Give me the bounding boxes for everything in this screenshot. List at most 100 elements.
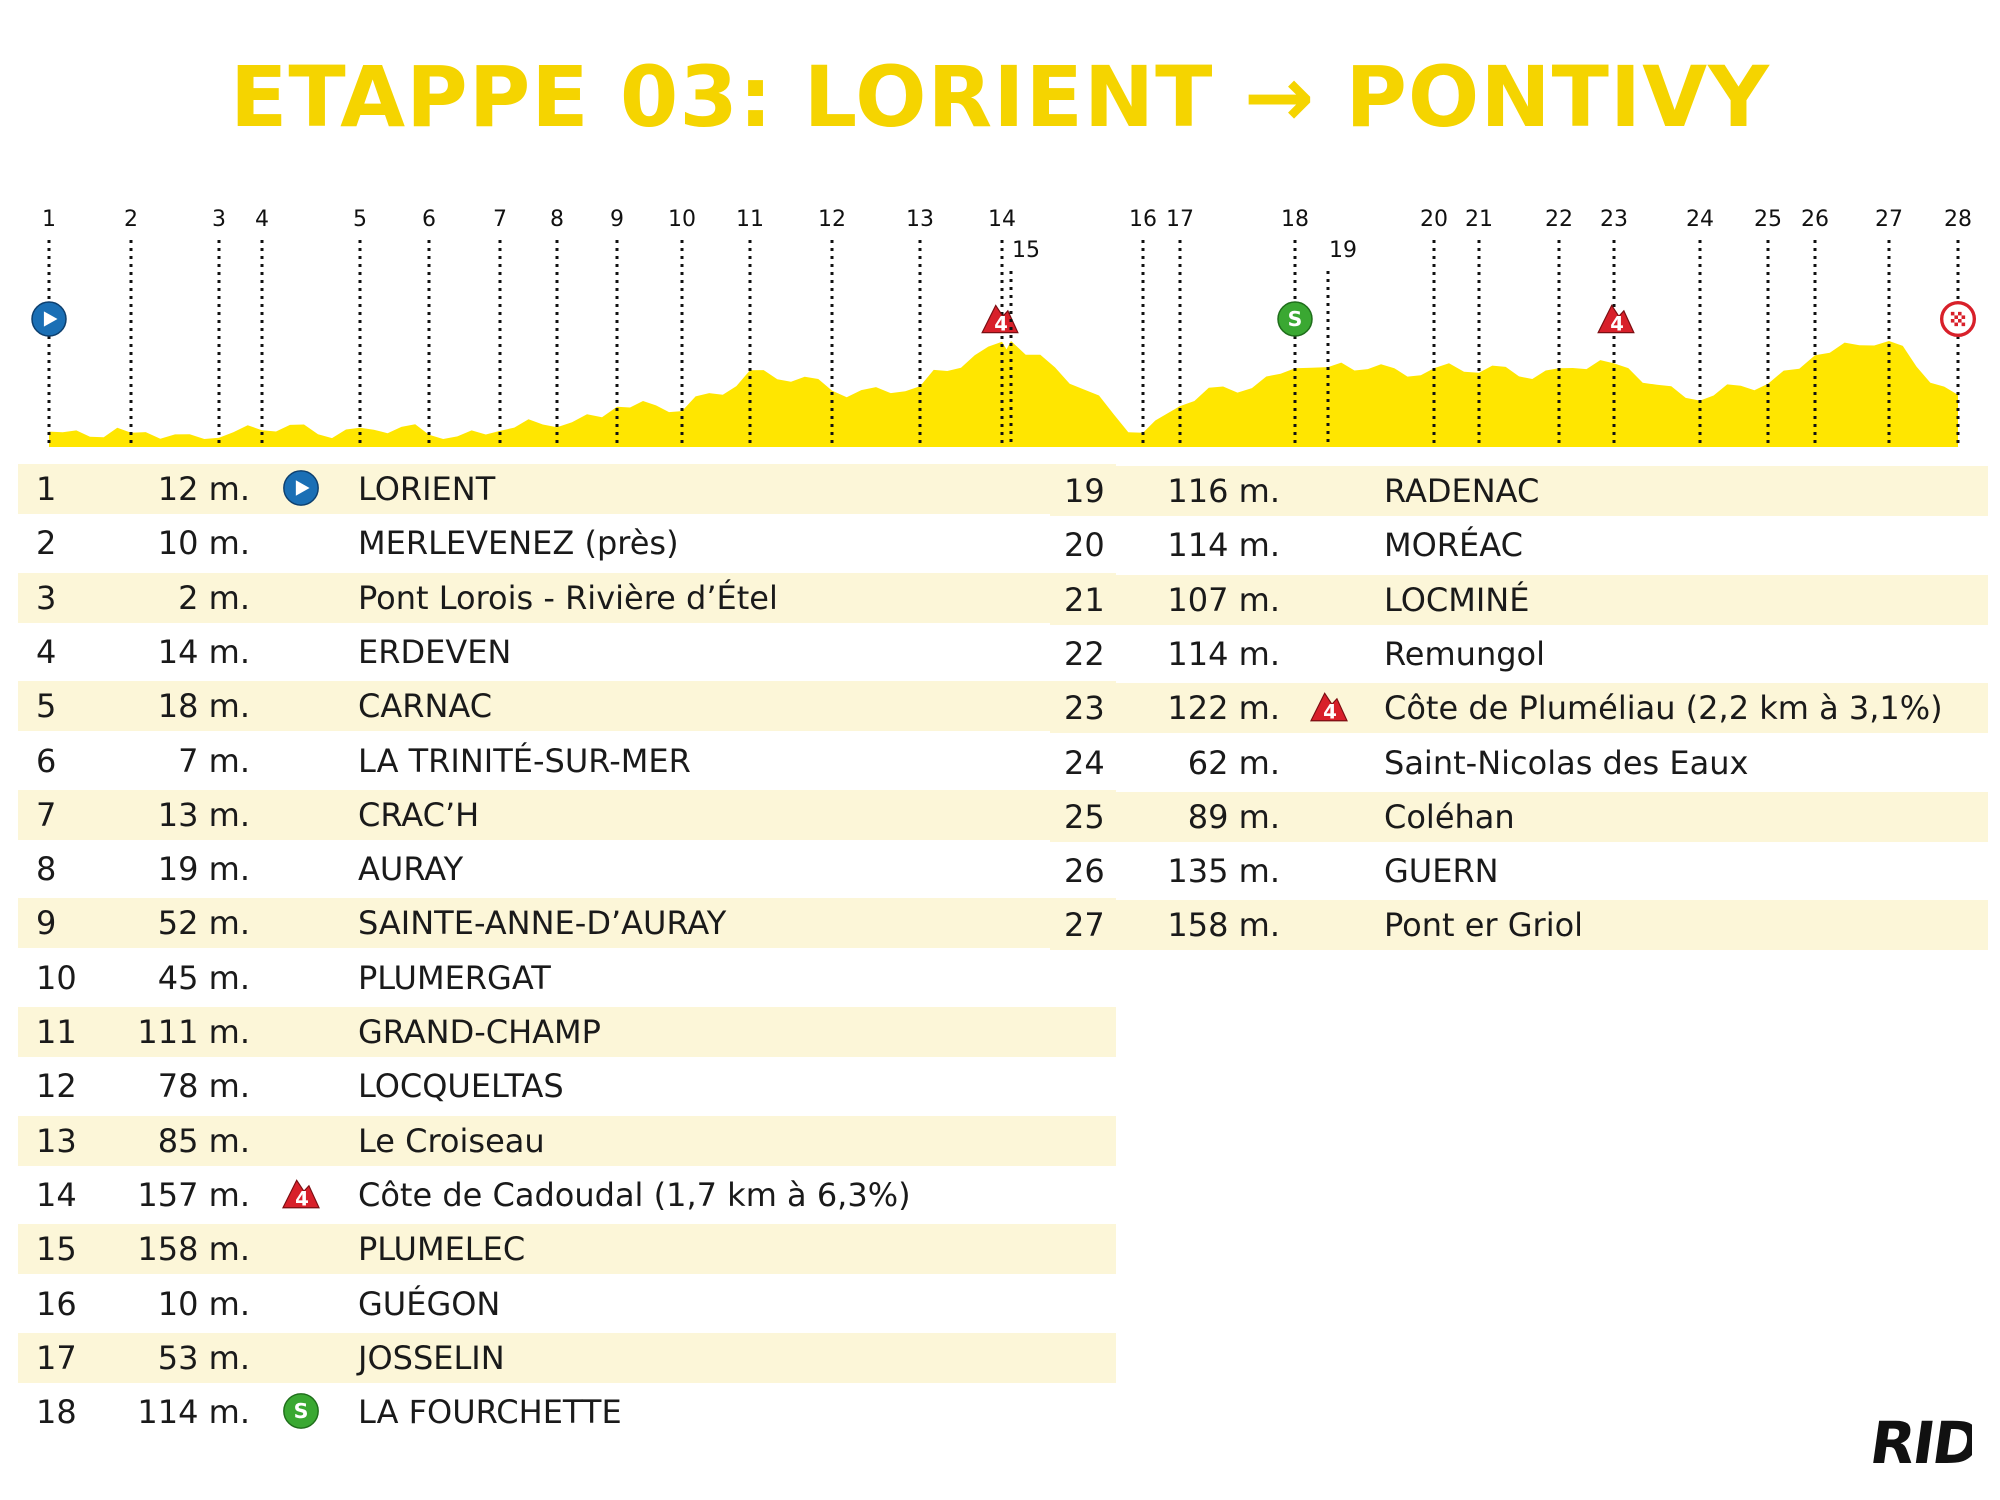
sprint-icon: S: [1277, 301, 1313, 337]
waypoint-altitude: 45 m.: [157, 958, 250, 997]
waypoint-altitude: 19 m.: [157, 850, 250, 889]
waypoint-number: 10: [36, 958, 77, 997]
marker-label: 12: [818, 207, 846, 232]
waypoint-number: 8: [36, 850, 57, 889]
waypoint-altitude: 2 m.: [178, 578, 250, 617]
waypoint-number: 24: [1064, 743, 1105, 782]
marker-label: 6: [422, 207, 436, 232]
waypoint-altitude: 78 m.: [157, 1067, 250, 1106]
table-row: 25 89 m. Coléhan: [1050, 791, 1988, 842]
climb-cat4-icon: 4: [282, 1178, 320, 1210]
waypoint-name: Côte de Pluméliau (2,2 km à 3,1%): [1384, 689, 1943, 728]
waypoint-name: Côte de Cadoudal (1,7 km à 6,3%): [358, 1175, 911, 1214]
waypoint-altitude: 135 m.: [1167, 852, 1280, 891]
marker-label: 26: [1801, 207, 1829, 232]
waypoint-number: 12: [36, 1067, 77, 1106]
waypoint-name: MERLEVENEZ (près): [358, 524, 679, 563]
waypoint-number: 20: [1064, 526, 1105, 565]
svg-text:RIDE: RIDE: [1866, 1409, 1972, 1475]
waypoint-altitude: 122 m.: [1167, 689, 1280, 728]
waypoint-altitude: 111 m.: [137, 1013, 250, 1051]
table-row: 23 122 m. 4 Côte de Pluméliau (2,2 km à 3,1…: [1050, 683, 1988, 734]
table-row: 12 78 m. LOCQUELTAS: [18, 1061, 1116, 1111]
table-row: 18 114 m. S LA FOURCHETTE: [18, 1387, 1116, 1437]
start-icon: [283, 470, 319, 506]
waypoint-number: 1: [36, 470, 57, 508]
marker-label: 24: [1686, 207, 1714, 232]
waypoint-name: PLUMELEC: [358, 1230, 526, 1269]
waypoint-name: MORÉAC: [1384, 526, 1523, 565]
table-row: 16 10 m. GUÉGON: [18, 1279, 1116, 1329]
climb-cat4-icon: 4: [1597, 304, 1635, 335]
climb-cat4-icon: 4: [1310, 692, 1348, 724]
table-row: 20 114 m. MORÉAC: [1050, 520, 1988, 570]
table-row: 3 2 m. Pont Lorois - Rivière d’Étel: [18, 572, 1116, 623]
waypoint-name: SAINTE-ANNE-D’AURAY: [358, 904, 727, 943]
waypoint-altitude: 62 m.: [1187, 743, 1280, 782]
marker-label: 3: [212, 207, 226, 232]
marker-label: 9: [610, 207, 624, 232]
table-row: 10 45 m. PLUMERGAT: [18, 953, 1116, 1003]
waypoint-altitude: 10 m.: [157, 524, 250, 563]
waypoint-name: LORIENT: [358, 470, 496, 508]
table-row: 19 116 m. RADENAC: [1050, 466, 1988, 516]
waypoint-number: 2: [36, 524, 57, 563]
marker-label: 28: [1944, 207, 1972, 232]
waypoint-number: 3: [36, 578, 57, 617]
waypoint-altitude: 107 m.: [1167, 580, 1280, 619]
svg-text:4: 4: [295, 1187, 309, 1210]
table-row: 22 114 m. Remungol: [1050, 629, 1988, 679]
marker-label: 16: [1129, 207, 1157, 232]
waypoint-number: 19: [1064, 472, 1105, 510]
waypoint-number: 16: [36, 1284, 77, 1323]
table-row: 21 107 m. LOCMINÉ: [1050, 574, 1988, 625]
table-row: 1 12 m. LORIENT: [18, 464, 1116, 514]
waypoint-number: 9: [36, 904, 57, 943]
waypoint-altitude: 7 m.: [178, 741, 250, 780]
svg-text:4: 4: [1323, 701, 1337, 724]
marker-label: 2: [124, 207, 138, 232]
waypoint-altitude: 53 m.: [157, 1338, 250, 1377]
svg-text:S: S: [1288, 307, 1303, 331]
marker-label: 18: [1281, 207, 1309, 232]
marker-label: 21: [1465, 207, 1493, 232]
waypoint-altitude: 52 m.: [157, 904, 250, 943]
waypoint-name: JOSSELIN: [358, 1338, 505, 1377]
svg-text:4: 4: [994, 312, 1008, 335]
finish-flag-icon: [1940, 301, 1976, 337]
marker-label: 22: [1545, 207, 1573, 232]
marker-label: 5: [353, 207, 367, 232]
waypoint-name: Le Croiseau: [358, 1121, 545, 1160]
waypoint-number: 11: [36, 1013, 77, 1051]
table-row: 8 19 m. AURAY: [18, 844, 1116, 894]
waypoint-number: 4: [36, 632, 57, 671]
waypoint-number: 18: [36, 1393, 77, 1432]
waypoint-name: GRAND-CHAMP: [358, 1013, 601, 1051]
waypoint-name: Coléhan: [1384, 797, 1515, 836]
waypoint-number: 7: [36, 795, 57, 834]
marker-label: 13: [906, 207, 934, 232]
marker-label: 25: [1754, 207, 1782, 232]
waypoint-altitude: 12 m.: [157, 470, 250, 508]
marker-label: 4: [255, 207, 269, 232]
marker-label: 23: [1600, 207, 1628, 232]
waypoint-name: AURAY: [358, 850, 464, 889]
waypoint-altitude: 85 m.: [157, 1121, 250, 1160]
table-row: 15 158 m. PLUMELEC: [18, 1224, 1116, 1275]
marker-label: 8: [550, 207, 564, 232]
waypoint-name: Remungol: [1384, 634, 1545, 673]
waypoint-number: 17: [36, 1338, 77, 1377]
svg-text:S: S: [294, 1399, 309, 1423]
marker-label: 10: [668, 207, 696, 232]
waypoint-number: 23: [1064, 689, 1105, 728]
waypoint-altitude: 14 m.: [157, 632, 250, 671]
waypoint-name: LOCQUELTAS: [358, 1067, 564, 1106]
waypoint-altitude: 114 m.: [1167, 526, 1280, 565]
marker-label: 11: [736, 207, 764, 232]
waypoint-altitude: 157 m.: [137, 1175, 250, 1214]
waypoint-number: 15: [36, 1230, 77, 1269]
waypoint-number: 5: [36, 687, 57, 726]
waypoint-number: 14: [36, 1175, 77, 1214]
waypoint-altitude: 13 m.: [157, 795, 250, 834]
